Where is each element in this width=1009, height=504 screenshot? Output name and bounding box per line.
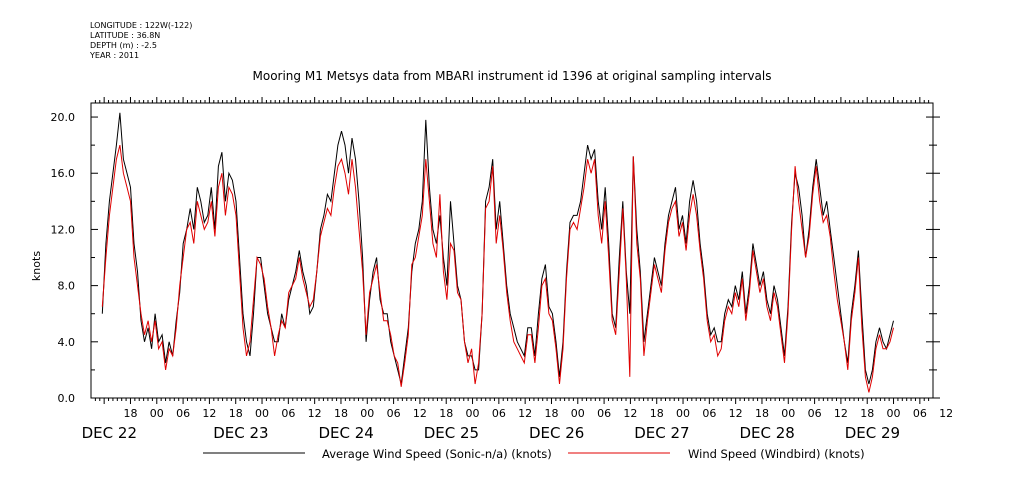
x-tick-label: 12 <box>202 407 216 420</box>
x-tick-label: 00 <box>781 407 795 420</box>
x-tick-label: 00 <box>360 407 374 420</box>
x-tick-label: 06 <box>597 407 611 420</box>
x-day-label: DEC 25 <box>424 424 479 442</box>
x-tick-label: 18 <box>755 407 769 420</box>
y-axis-label: knots <box>30 251 43 281</box>
x-tick-label: 12 <box>939 407 953 420</box>
x-tick-label: 00 <box>150 407 164 420</box>
x-day-label: DEC 27 <box>634 424 689 442</box>
y-tick-label: 12.0 <box>51 223 76 236</box>
series-line-sonic <box>101 112 894 385</box>
legend: Average Wind Speed (Sonic-n/a) (knots) W… <box>203 447 865 461</box>
x-tick-label: 06 <box>387 407 401 420</box>
x-tick-label: 18 <box>439 407 453 420</box>
x-tick-label: 00 <box>887 407 901 420</box>
x-tick-label: 18 <box>123 407 137 420</box>
x-tick-label: 06 <box>702 407 716 420</box>
y-tick-label: 0.0 <box>58 392 76 405</box>
y-tick-label: 20.0 <box>51 111 76 124</box>
x-tick-label: 18 <box>334 407 348 420</box>
x-tick-label: 06 <box>913 407 927 420</box>
x-day-label: DEC 28 <box>739 424 794 442</box>
x-tick-label: 12 <box>729 407 743 420</box>
x-tick-label: 18 <box>544 407 558 420</box>
x-tick-label: 00 <box>676 407 690 420</box>
x-day-label: DEC 29 <box>845 424 900 442</box>
x-tick-label: 00 <box>466 407 480 420</box>
x-tick-label: 00 <box>571 407 585 420</box>
axis-ticks: 18 00 06 12 18 00 06 12 18 00 06 12 18 00 06 12 18 00 06 12… <box>51 97 953 442</box>
x-tick-label: 18 <box>229 407 243 420</box>
year-label: YEAR : 2011 <box>90 51 140 60</box>
x-tick-label: 06 <box>176 407 190 420</box>
x-day-label: DEC 23 <box>213 424 268 442</box>
legend-label-sonic: Average Wind Speed (Sonic-n/a) (knots) <box>322 447 552 461</box>
x-day-label: DEC 24 <box>318 424 373 442</box>
longitude-label: LONGITUDE : 122W(-122) <box>90 21 193 30</box>
x-tick-label: 06 <box>492 407 506 420</box>
x-day-label: DEC 22 <box>82 424 137 442</box>
y-tick-label: 8.0 <box>58 280 76 293</box>
x-tick-label: 18 <box>650 407 664 420</box>
x-tick-label: 12 <box>623 407 637 420</box>
x-tick-label: 12 <box>413 407 427 420</box>
series-lines <box>101 112 894 393</box>
x-tick-label: 00 <box>255 407 269 420</box>
y-tick-label: 4.0 <box>58 336 76 349</box>
series-line-windbird <box>101 144 894 393</box>
y-tick-label: 16.0 <box>51 167 76 180</box>
x-tick-label: 06 <box>808 407 822 420</box>
x-tick-label: 12 <box>308 407 322 420</box>
x-tick-label: 06 <box>281 407 295 420</box>
x-tick-label: 12 <box>518 407 532 420</box>
header-metadata: LONGITUDE : 122W(-122) LATITUDE : 36.8N … <box>90 21 192 61</box>
chart-title: Mooring M1 Metsys data from MBARI instru… <box>253 69 772 83</box>
x-tick-label: 18 <box>860 407 874 420</box>
x-tick-label: 12 <box>834 407 848 420</box>
latitude-label: LATITUDE : 36.8N <box>90 31 161 40</box>
x-day-label: DEC 26 <box>529 424 584 442</box>
depth-label: DEPTH (m) : -2.5 <box>90 41 157 50</box>
legend-label-windbird: Wind Speed (Windbird) (knots) <box>688 447 865 461</box>
